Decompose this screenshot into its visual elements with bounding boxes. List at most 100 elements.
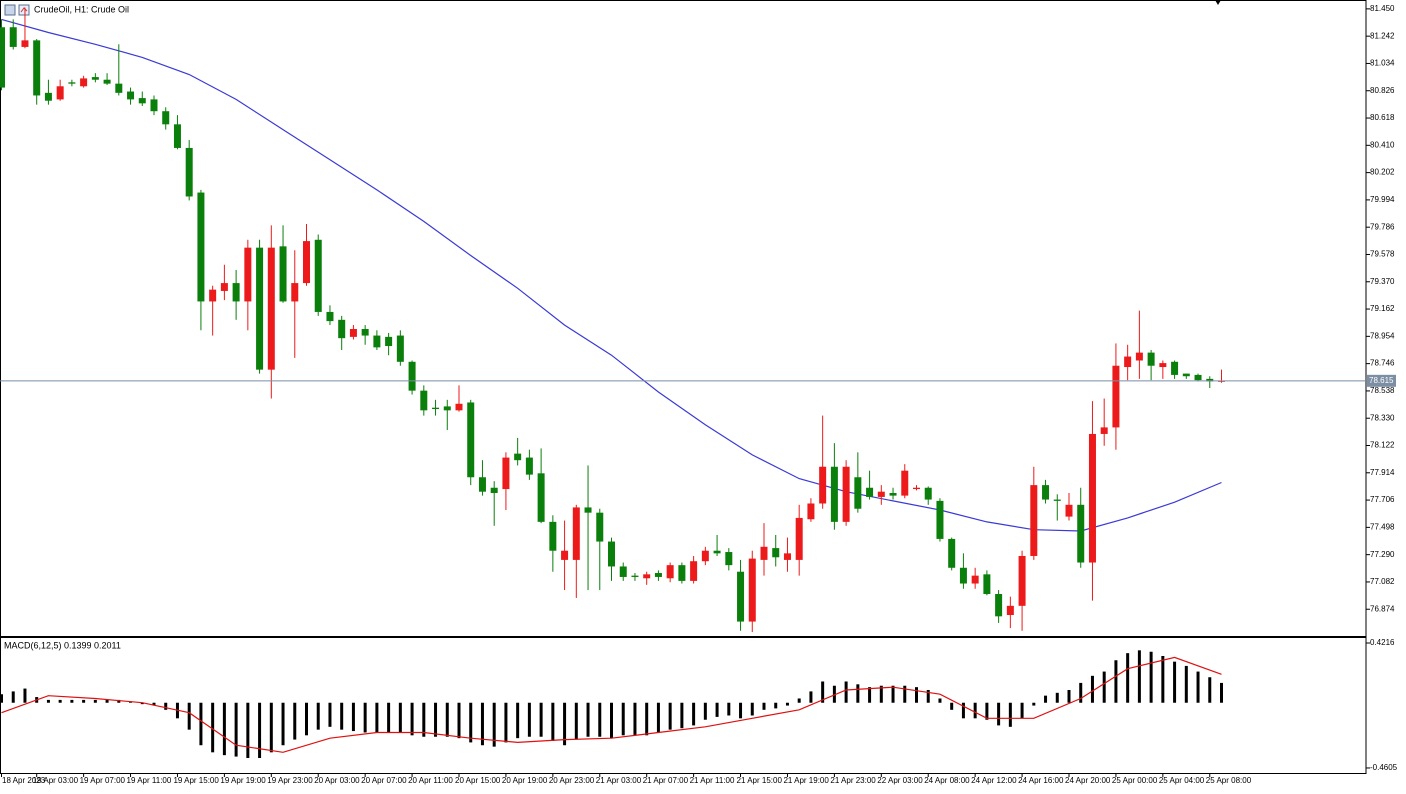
macd-bar [305, 702, 308, 736]
candle-body [279, 246, 287, 302]
candle-body [783, 553, 791, 560]
candle-body [1030, 485, 1038, 556]
macd-bar [785, 702, 789, 706]
x-tick-label: 20 Apr 11:00 [408, 776, 453, 785]
macd-bar [563, 702, 567, 746]
macd-bar [1020, 702, 1024, 719]
candle-body [455, 403, 463, 411]
candle-body [1182, 373, 1190, 377]
macd-bar [363, 702, 367, 733]
candle-body [1112, 365, 1120, 428]
candle-body [127, 91, 135, 100]
candle-body [1159, 363, 1167, 368]
macd-bar [750, 702, 754, 716]
y-tick-label: 78.746 [1370, 359, 1395, 368]
candle-body [643, 574, 651, 579]
candle-body [913, 487, 920, 490]
macd-bar [539, 702, 543, 737]
candle-body [256, 247, 264, 370]
candle-body [173, 124, 181, 148]
macd-bar [1173, 661, 1177, 703]
macd-bar [1161, 655, 1165, 703]
candle-body [936, 500, 944, 539]
candle-body [561, 550, 569, 560]
macd-bar [445, 702, 449, 737]
candle-body [1042, 485, 1050, 500]
macd-bar [1032, 702, 1036, 706]
candle-body [725, 552, 733, 566]
candle-body [737, 571, 745, 622]
x-tick-label: 24 Apr 12:00 [971, 776, 1017, 785]
candle-body [760, 546, 768, 560]
macd-bar [187, 702, 191, 730]
macd-bar [328, 702, 332, 727]
candle-body [244, 247, 252, 302]
candle-body [830, 466, 838, 522]
candle-body [420, 390, 428, 411]
candle-body [901, 470, 909, 496]
x-tick-label: 21 Apr 07:00 [643, 776, 689, 785]
macd-bar [1137, 650, 1141, 703]
candle-body [1018, 555, 1026, 606]
macd-bar [246, 702, 250, 758]
candle-body [959, 567, 967, 584]
macd-bar [1067, 689, 1071, 703]
macd-bar [809, 691, 813, 703]
price-panel [0, 0, 1367, 637]
candle-body [1006, 605, 1014, 616]
macd-bar [457, 702, 461, 739]
macd-bar [398, 702, 402, 733]
macd-bar [58, 699, 62, 703]
candle-body [877, 491, 885, 497]
candle-body [373, 335, 381, 348]
macd-bar [46, 699, 50, 703]
macd-bar [70, 699, 74, 703]
macd-bar [316, 702, 320, 730]
y-tick-label: 77.290 [1370, 550, 1395, 559]
macd-bar [1208, 677, 1212, 703]
candle-body [889, 492, 897, 496]
candle-body [1100, 427, 1108, 434]
macd-bar [117, 699, 121, 703]
y-tick-label: 79.162 [1370, 304, 1395, 313]
candle-body [220, 283, 228, 291]
macd-bar [1102, 671, 1106, 703]
macd-bar [656, 702, 660, 733]
macd-bar [1149, 651, 1153, 703]
candle-body [549, 521, 557, 551]
candle-body [1077, 504, 1085, 563]
macd-bar [480, 702, 484, 746]
macd-bar [258, 702, 262, 758]
x-tick-label: 20 Apr 03:00 [314, 776, 360, 785]
candle-body [608, 541, 615, 567]
candle-body [772, 548, 780, 558]
macd-bar [492, 702, 496, 747]
macd-bar [234, 702, 238, 757]
y-tick-label: 0.4216 [1370, 638, 1395, 647]
candle-body [338, 319, 346, 339]
candle-body [854, 477, 862, 509]
candle-body [1194, 374, 1202, 381]
macd-bar [211, 702, 215, 753]
candle-body [1147, 352, 1155, 366]
macd-bar [1126, 653, 1130, 703]
candle-body [690, 561, 698, 581]
x-tick-label: 21 Apr 23:00 [830, 776, 876, 785]
candle-body [33, 40, 41, 96]
macd-bar [985, 702, 989, 720]
macd-bar [293, 702, 297, 740]
candle-body [408, 361, 416, 391]
candle-body [1135, 352, 1143, 361]
macd-bar [586, 702, 590, 737]
macd-bar [832, 685, 836, 703]
candle-body [842, 466, 850, 522]
macd-bar [551, 702, 555, 741]
macd-bar [93, 699, 97, 703]
macd-bar [1079, 682, 1083, 703]
macd-bar [856, 684, 860, 703]
macd-bar [422, 702, 426, 737]
y-tick-label: 79.786 [1370, 222, 1395, 231]
macd-bar [868, 687, 872, 703]
candle-body [1124, 356, 1132, 368]
y-tick-label: 76.874 [1370, 604, 1395, 613]
